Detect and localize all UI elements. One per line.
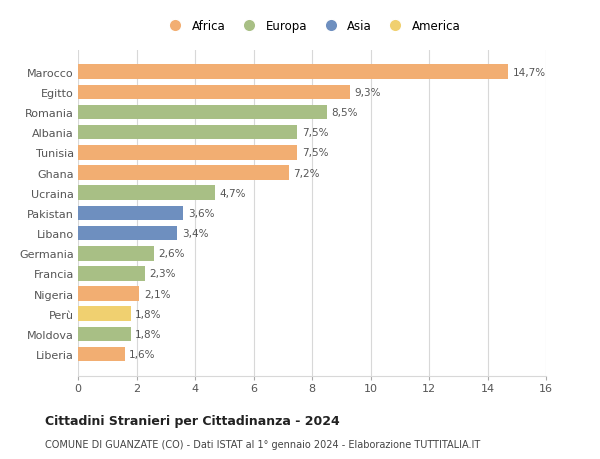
Bar <box>78 267 145 281</box>
Text: 7,2%: 7,2% <box>293 168 319 178</box>
Bar <box>78 85 350 100</box>
Text: 1,6%: 1,6% <box>129 349 155 359</box>
Bar <box>78 287 139 301</box>
Text: 1,8%: 1,8% <box>135 329 161 339</box>
Text: 4,7%: 4,7% <box>220 188 247 198</box>
Bar <box>78 65 508 80</box>
Bar <box>78 166 289 180</box>
Text: 14,7%: 14,7% <box>512 67 545 78</box>
Text: COMUNE DI GUANZATE (CO) - Dati ISTAT al 1° gennaio 2024 - Elaborazione TUTTITALI: COMUNE DI GUANZATE (CO) - Dati ISTAT al … <box>45 440 480 449</box>
Text: 7,5%: 7,5% <box>302 148 328 158</box>
Text: 3,6%: 3,6% <box>188 208 214 218</box>
Legend: Africa, Europa, Asia, America: Africa, Europa, Asia, America <box>161 17 463 35</box>
Text: 1,8%: 1,8% <box>135 309 161 319</box>
Text: 8,5%: 8,5% <box>331 108 358 118</box>
Bar <box>78 186 215 201</box>
Bar <box>78 327 131 341</box>
Bar <box>78 246 154 261</box>
Bar <box>78 226 178 241</box>
Text: 7,5%: 7,5% <box>302 128 328 138</box>
Bar <box>78 106 326 120</box>
Bar <box>78 126 298 140</box>
Text: 3,4%: 3,4% <box>182 229 208 239</box>
Text: 2,1%: 2,1% <box>144 289 170 299</box>
Bar <box>78 307 131 321</box>
Text: 2,3%: 2,3% <box>149 269 176 279</box>
Bar <box>78 347 125 362</box>
Bar <box>78 146 298 160</box>
Text: 2,6%: 2,6% <box>158 249 185 259</box>
Text: Cittadini Stranieri per Cittadinanza - 2024: Cittadini Stranieri per Cittadinanza - 2… <box>45 414 340 428</box>
Bar <box>78 206 184 221</box>
Text: 9,3%: 9,3% <box>355 88 381 98</box>
